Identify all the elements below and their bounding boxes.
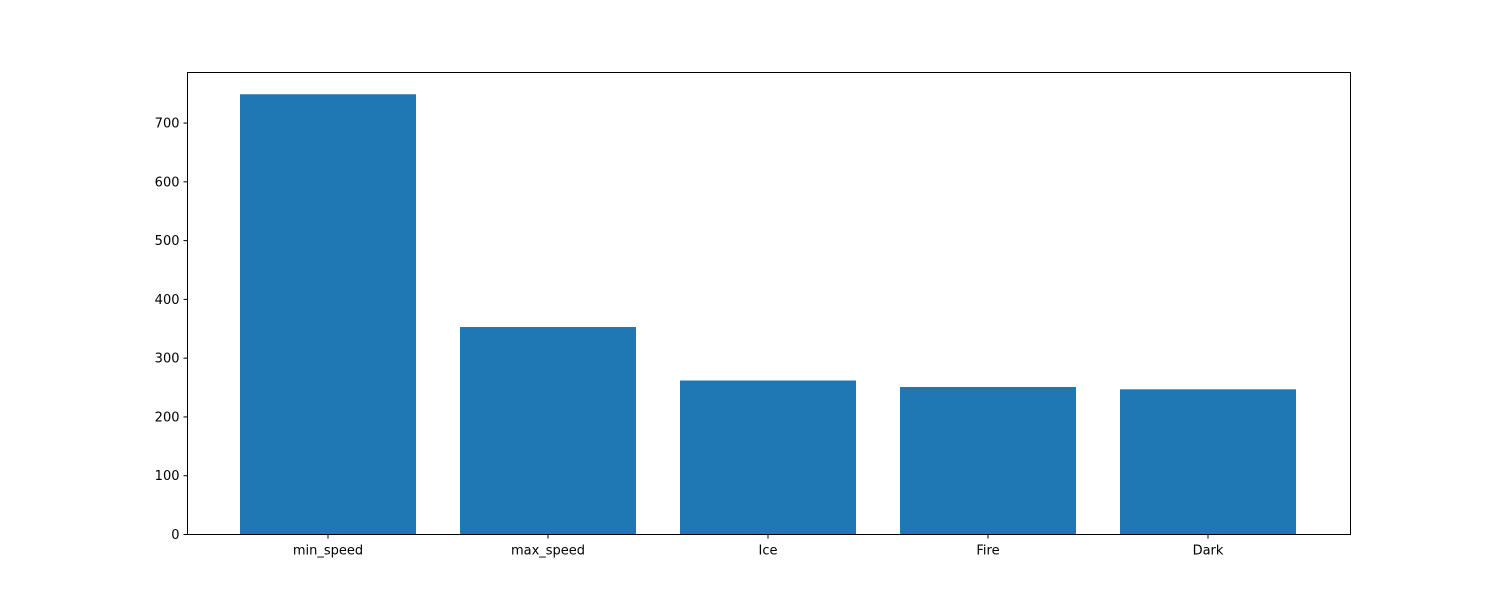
- y-tick-label: 0: [171, 528, 179, 543]
- bar-min-speed: [240, 94, 416, 535]
- y-tick-label: 500: [155, 234, 180, 249]
- bar-ice: [680, 380, 856, 535]
- y-tick-label: 700: [155, 117, 180, 132]
- plot-frame: [187, 72, 1351, 535]
- y-tick-label: 300: [155, 352, 180, 367]
- y-tick-label: 600: [155, 175, 180, 190]
- x-tick-label: max_speed: [511, 544, 585, 559]
- x-tick-label: min_speed: [293, 544, 363, 559]
- x-tick-label: Fire: [976, 544, 999, 559]
- bars-layer: [240, 94, 1296, 535]
- bar-fire: [900, 386, 1076, 535]
- y-axis: 0 100 200 300 400 500 600 700: [155, 117, 188, 543]
- x-axis: min_speed max_speed Ice Fire Dark: [293, 534, 1224, 559]
- bar-dark: [1120, 389, 1296, 535]
- x-tick-label: Dark: [1193, 544, 1224, 559]
- y-tick-label: 100: [155, 469, 180, 484]
- x-tick-label: Ice: [759, 544, 778, 559]
- y-tick-label: 200: [155, 410, 180, 425]
- bar-max-speed: [460, 327, 636, 535]
- y-tick-label: 400: [155, 293, 180, 308]
